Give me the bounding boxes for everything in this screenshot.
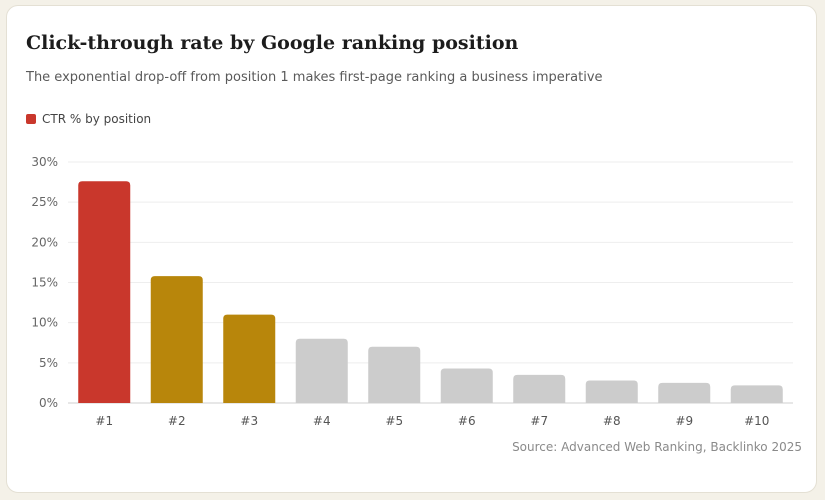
bar-5: [368, 346, 421, 403]
y-tick-label: 30%: [31, 155, 58, 169]
x-tick-label: #3: [240, 414, 258, 428]
bar-1: [78, 181, 131, 403]
chart-card: [6, 5, 817, 493]
y-tick-label: 10%: [31, 316, 58, 330]
legend: CTR % by position: [26, 112, 151, 126]
x-tick-label: #1: [95, 414, 113, 428]
source-note: Source: Advanced Web Ranking, Backlinko …: [512, 440, 802, 454]
bar-4: [295, 338, 348, 403]
legend-swatch: [26, 114, 36, 124]
x-tick-label: #8: [603, 414, 621, 428]
bar-2: [150, 276, 203, 403]
bar-8: [585, 380, 638, 403]
chart-title: Click-through rate by Google ranking pos…: [26, 32, 519, 54]
y-tick-label: 15%: [31, 276, 58, 290]
bar-3: [223, 314, 276, 403]
bars: [78, 181, 783, 403]
bar-9: [658, 382, 711, 403]
x-tick-label: #7: [530, 414, 548, 428]
x-tick-label: #9: [675, 414, 693, 428]
bar-10: [730, 385, 783, 403]
x-tick-label: #6: [458, 414, 476, 428]
bar-7: [513, 374, 566, 403]
y-axis-ticks: 0% 5% 10% 15% 20% 25% 30%: [31, 155, 58, 410]
x-tick-label: #2: [168, 414, 186, 428]
x-tick-label: #4: [313, 414, 331, 428]
y-tick-label: 5%: [39, 356, 58, 370]
y-tick-label: 20%: [31, 235, 58, 249]
bar-6: [440, 368, 493, 403]
legend-label: CTR % by position: [42, 112, 152, 126]
x-tick-label: #10: [744, 414, 769, 428]
x-tick-label: #5: [385, 414, 403, 428]
y-tick-label: 25%: [31, 195, 58, 209]
chart-subtitle: The exponential drop-off from position 1…: [26, 70, 603, 85]
y-tick-label: 0%: [39, 396, 58, 410]
x-axis-ticks: #1 #2 #3 #4 #5 #6 #7 #8 #9 #10: [95, 414, 769, 428]
